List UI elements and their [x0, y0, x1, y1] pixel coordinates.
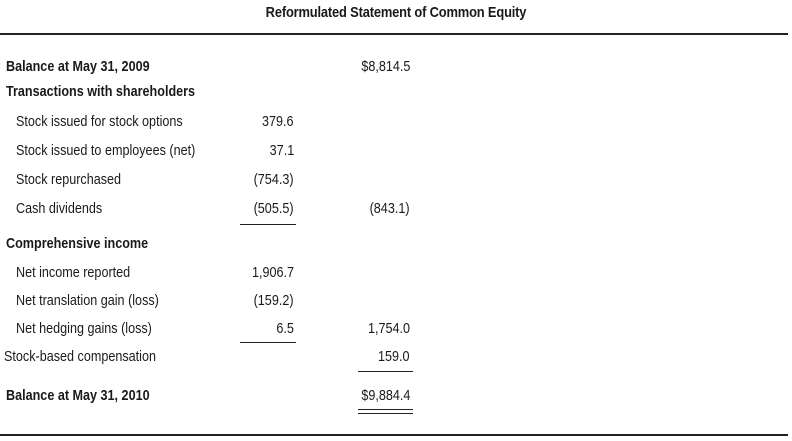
table-row: Net translation gain (loss) (159.2) — [0, 290, 788, 312]
table-row: Stock issued to employees (net) 37.1 — [0, 140, 788, 162]
row-label: Stock-based compensation — [4, 348, 156, 365]
table-row: Cash dividends (505.5) (843.1) — [0, 198, 788, 220]
table-row: Stock repurchased (754.3) — [0, 169, 788, 191]
row-label: Net hedging gains (loss) — [16, 320, 152, 337]
section-heading: Comprehensive income — [6, 235, 149, 252]
row-total: 1,754.0 — [367, 320, 410, 337]
table-row: Comprehensive income — [0, 233, 788, 255]
row-label: Net income reported — [16, 264, 131, 281]
row-total: $9,884.4 — [360, 387, 410, 404]
table-row: Transactions with shareholders — [0, 81, 788, 103]
bottom-rule — [0, 434, 788, 436]
table-row: Net income reported 1,906.7 — [0, 262, 788, 284]
total-underline — [358, 371, 413, 372]
row-amount: 379.6 — [262, 113, 294, 130]
section-heading: Transactions with shareholders — [6, 83, 196, 100]
row-label: Stock issued to employees (net) — [16, 142, 196, 159]
table-row: Net hedging gains (loss) 6.5 1,754.0 — [0, 318, 788, 340]
grand-total-double-underline — [358, 409, 413, 414]
row-amount: 1,906.7 — [251, 264, 294, 281]
row-label: Balance at May 31, 2010 — [6, 387, 150, 404]
row-label: Stock issued for stock options — [16, 113, 183, 130]
row-amount: (754.3) — [254, 171, 294, 188]
row-label: Cash dividends — [16, 200, 103, 217]
table-row: Stock-based compensation 159.0 — [0, 346, 788, 368]
subtotal-underline — [240, 224, 296, 225]
top-rule — [0, 33, 788, 35]
row-total: 159.0 — [378, 348, 410, 365]
row-total: (843.1) — [370, 200, 410, 217]
row-amount: 37.1 — [269, 142, 294, 159]
table-row: Balance at May 31, 2009 $8,814.5 — [0, 56, 788, 78]
row-label: Balance at May 31, 2009 — [6, 58, 150, 75]
row-label: Stock repurchased — [16, 171, 122, 188]
statement-title: Reformulated Statement of Common Equity — [265, 4, 527, 21]
row-amount: (505.5) — [254, 200, 294, 217]
table-row: Stock issued for stock options 379.6 — [0, 111, 788, 133]
row-amount: 6.5 — [276, 320, 294, 337]
row-total: $8,814.5 — [360, 58, 410, 75]
subtotal-underline — [240, 342, 296, 343]
row-label: Net translation gain (loss) — [16, 292, 159, 309]
row-amount: (159.2) — [254, 292, 294, 309]
table-row: Balance at May 31, 2010 $9,884.4 — [0, 385, 788, 407]
